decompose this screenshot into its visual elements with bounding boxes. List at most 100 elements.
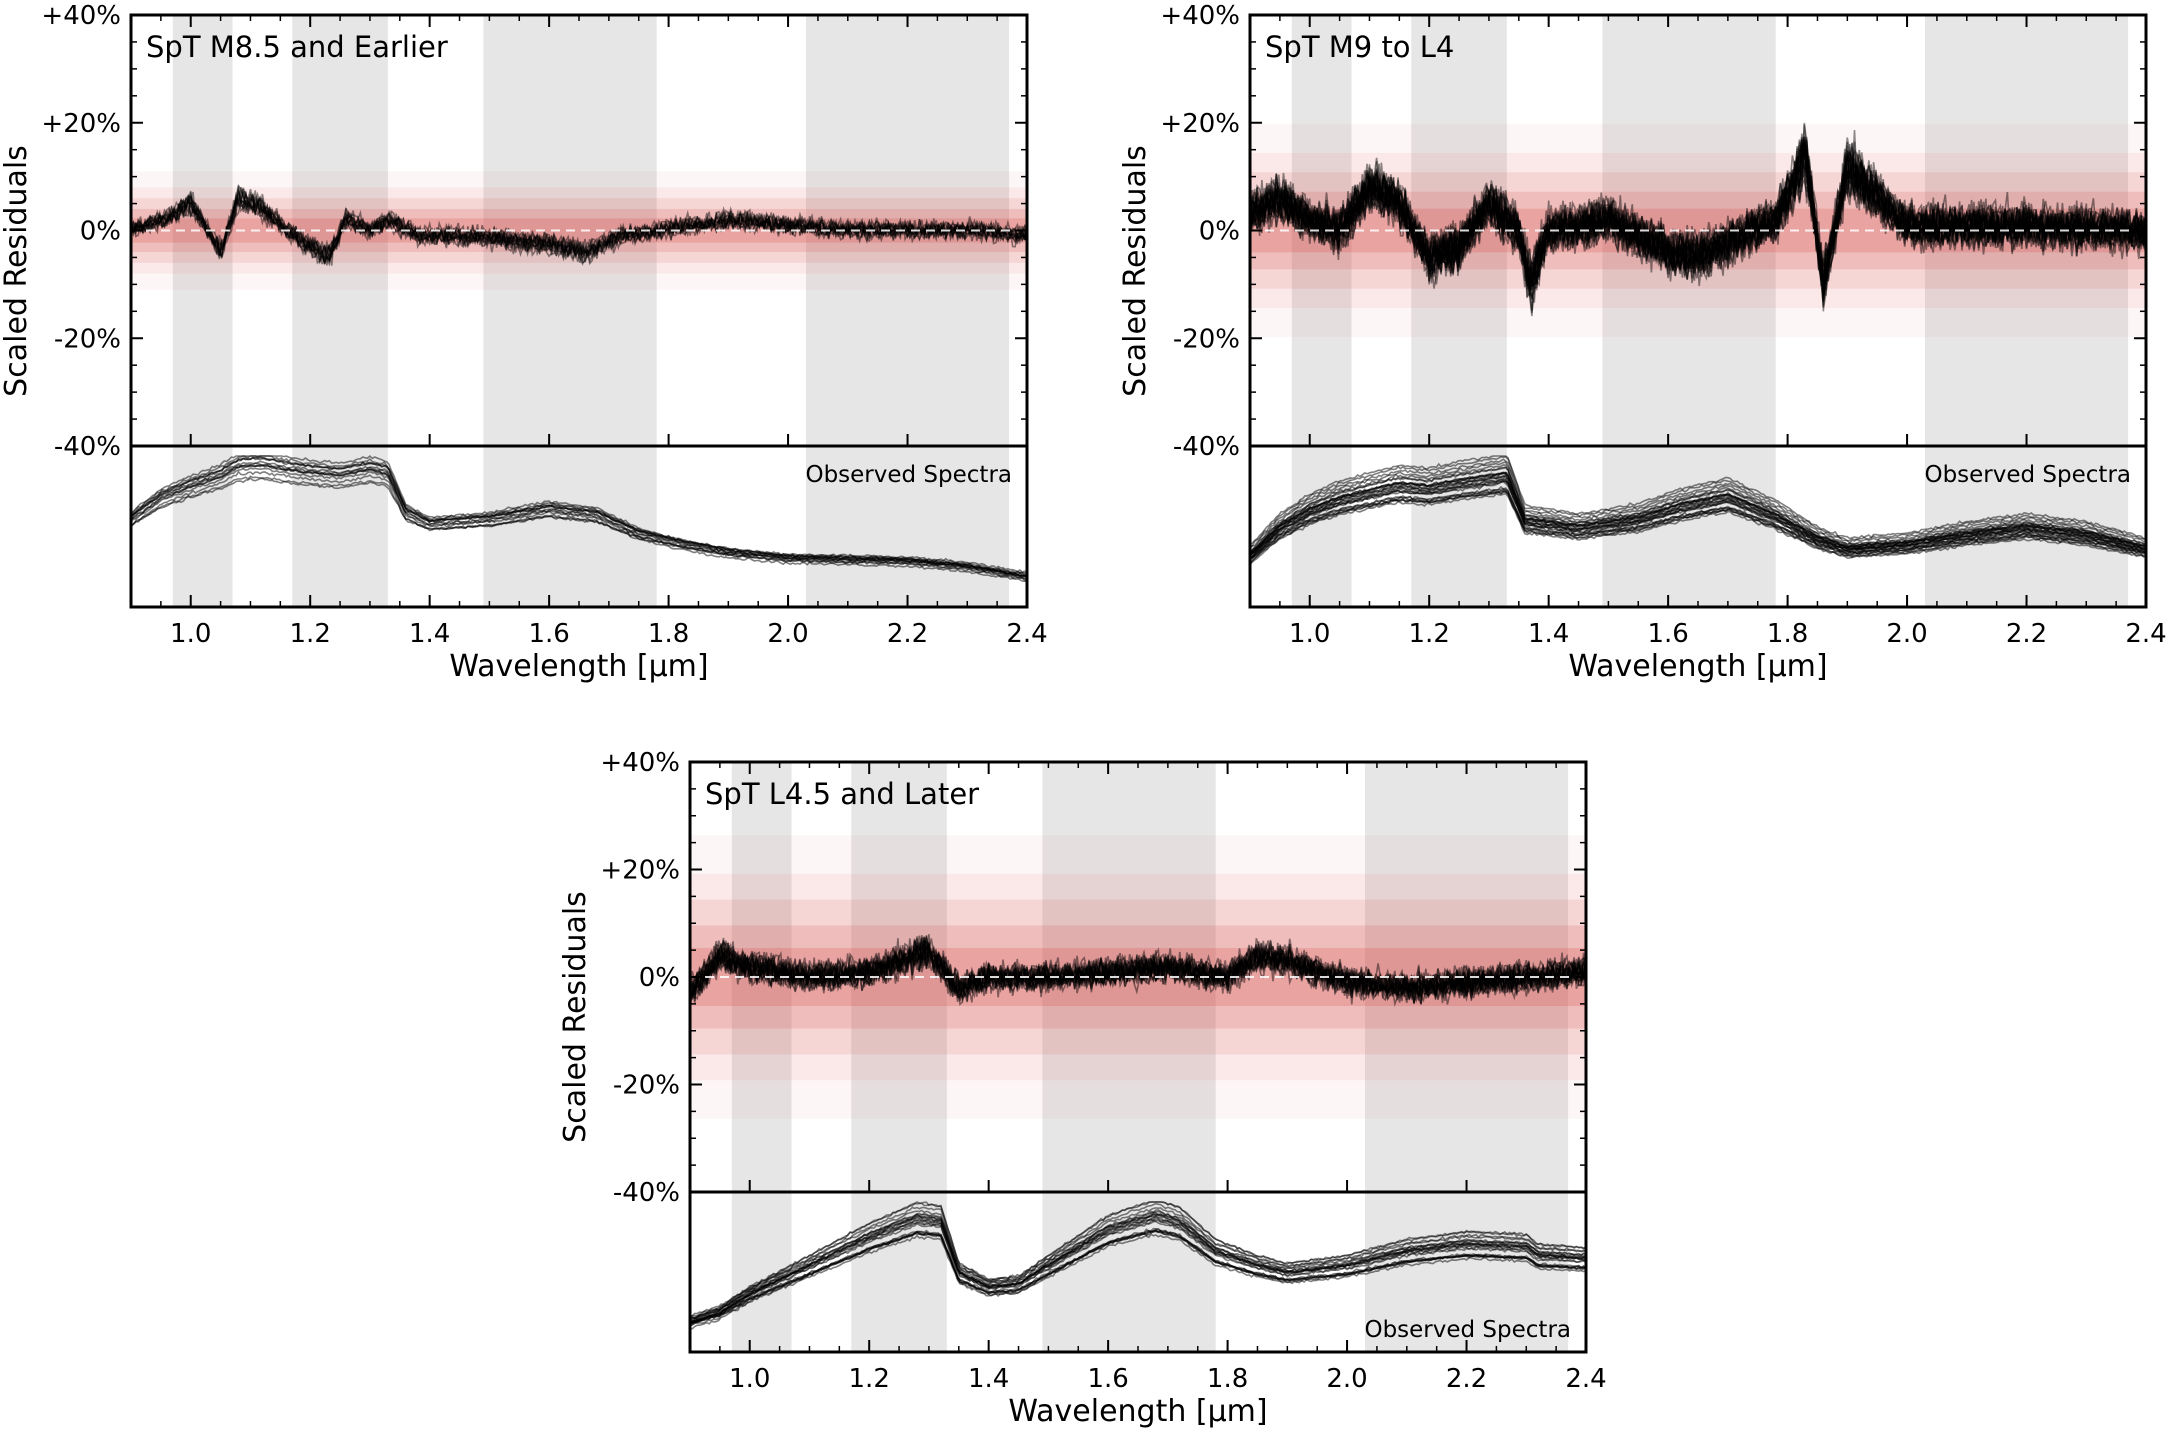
residual-line (1250, 145, 2146, 298)
x-tick-label: 2.0 (767, 619, 808, 649)
x-tick-label: 2.4 (1006, 619, 1047, 649)
residual-line (690, 940, 1586, 1005)
shaded-band (1411, 15, 1507, 607)
observed-spectrum-line (131, 475, 1027, 578)
residual-line (1250, 144, 2146, 294)
observed-spectrum-line (1250, 490, 2146, 560)
y-tick-label: +40% (1160, 1, 1240, 31)
residual-line (690, 944, 1586, 1001)
residual-line (1250, 139, 2146, 297)
residual-line (1250, 136, 2146, 308)
y-tick-label: -40% (54, 432, 121, 462)
residual-line (690, 940, 1586, 1005)
x-tick-label: 1.4 (968, 1364, 1009, 1394)
residual-line (1250, 137, 2146, 289)
residual-envelope (1250, 191, 2146, 270)
residual-line (131, 183, 1027, 262)
observed-spectrum-line (1250, 485, 2146, 561)
x-tick-label: 1.0 (1289, 619, 1330, 649)
observed-spectra-label: Observed Spectra (1364, 1317, 1571, 1343)
residual-envelope (1250, 123, 2146, 338)
y-tick-label: -20% (613, 1071, 680, 1101)
x-axis-label: Wavelength [µm] (449, 649, 708, 684)
residual-line (131, 188, 1027, 266)
observed-spectrum-line (690, 1218, 1586, 1321)
residual-line (1250, 137, 2146, 302)
residual-line (690, 937, 1586, 1005)
residual-line (690, 938, 1586, 1004)
residual-line (690, 936, 1586, 1003)
residual-line (690, 940, 1586, 1004)
residual-line (131, 188, 1027, 266)
residual-line (1250, 138, 2146, 298)
residual-line (690, 940, 1586, 1002)
observed-spectrum-line (1250, 455, 2146, 548)
y-tick-label: 0% (1199, 217, 1240, 247)
residual-line (1250, 139, 2146, 287)
shaded-band (731, 762, 792, 1352)
residual-envelope (131, 187, 1027, 274)
residual-line (131, 189, 1027, 261)
plot-area (131, 15, 1027, 607)
residual-line (1250, 143, 2146, 312)
residual-line (1250, 143, 2146, 290)
x-tick-label: 1.8 (1767, 619, 1808, 649)
observed-spectrum-line (131, 467, 1027, 580)
residual-line (1250, 145, 2146, 311)
x-tick-label: 1.6 (1647, 619, 1688, 649)
residual-line (1250, 122, 2146, 293)
x-tick-label: 1.0 (729, 1364, 770, 1394)
observed-spectrum-line (690, 1201, 1586, 1321)
observed-spectrum-line (1250, 458, 2146, 550)
residual-line (690, 935, 1586, 999)
x-tick-label: 1.6 (528, 619, 569, 649)
residual-line (690, 935, 1586, 1000)
x-tick-label: 1.4 (409, 619, 450, 649)
shaded-band (1924, 15, 2129, 607)
observed-spectrum-line (131, 455, 1027, 577)
residual-line (1250, 136, 2146, 307)
residual-line (690, 940, 1586, 1011)
residual-envelope (131, 198, 1027, 263)
residual-line (690, 936, 1586, 1001)
residual-line (690, 938, 1586, 1008)
residual-line (131, 187, 1027, 259)
residual-line (1250, 142, 2146, 317)
panel-title: SpT M9 to L4 (1265, 30, 1454, 64)
residual-line (131, 196, 1027, 267)
observed-spectrum-line (690, 1220, 1586, 1324)
x-tick-label: 1.4 (1528, 619, 1569, 649)
residual-envelope (1250, 208, 2146, 253)
residual-envelope (1250, 172, 2146, 289)
observed-spectrum-line (1250, 492, 2146, 566)
x-tick-label: 2.4 (1565, 1364, 1606, 1394)
residual-line (690, 941, 1586, 1003)
residual-envelope (131, 171, 1027, 290)
observed-spectrum-line (690, 1233, 1586, 1328)
residual-line (131, 185, 1027, 265)
y-tick-label: +40% (600, 748, 680, 778)
residual-envelope (131, 208, 1027, 253)
observed-spectrum-line (1250, 466, 2146, 554)
observed-spectra-label: Observed Spectra (805, 462, 1012, 488)
plot-area (690, 762, 1586, 1352)
x-tick-label: 2.2 (2006, 619, 2047, 649)
residual-envelope (131, 218, 1027, 243)
y-tick-label: -40% (613, 1178, 680, 1208)
residual-envelope (690, 925, 1586, 1029)
residual-line (690, 943, 1586, 1001)
residual-line (690, 934, 1586, 1004)
x-tick-label: 2.2 (1446, 1364, 1487, 1394)
x-axis-label: Wavelength [µm] (1568, 649, 1827, 684)
residual-line (1250, 148, 2146, 286)
observed-spectrum-line (690, 1207, 1586, 1319)
y-tick-label: +20% (41, 109, 121, 139)
residual-line (690, 938, 1586, 1002)
y-tick-label: +20% (1160, 109, 1240, 139)
y-axis-label: Scaled Residuals (0, 145, 34, 397)
y-tick-label: +40% (41, 1, 121, 31)
residual-line (690, 946, 1586, 1004)
y-tick-label: +20% (600, 856, 680, 886)
residual-line (1250, 133, 2146, 285)
residual-envelope (690, 873, 1586, 1081)
